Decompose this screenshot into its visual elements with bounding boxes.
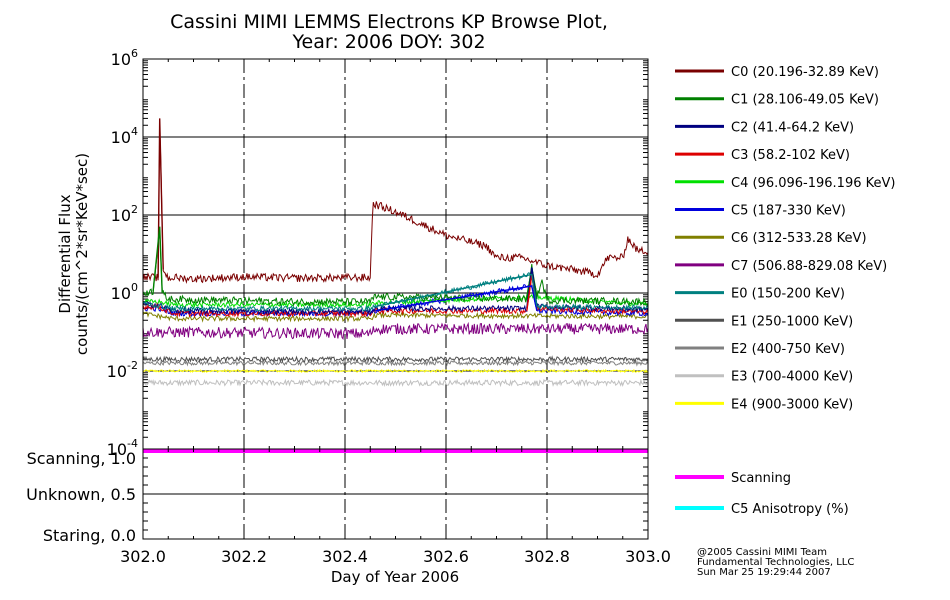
- legend-label: C4 (96.096-196.196 KeV): [731, 176, 895, 191]
- flux-y-tick-label: 100: [111, 281, 138, 303]
- legend-label: C5 (187-330 KeV): [731, 204, 846, 219]
- x-tick-label: 302.6: [423, 547, 469, 566]
- legend-label: C3 (58.2-102 KeV): [731, 148, 850, 163]
- chart-title-line2: Year: 2006 DOY: 302: [291, 31, 485, 53]
- series-line-e1: [142, 355, 649, 364]
- x-tick-label: 303.0: [625, 547, 671, 566]
- x-tick-label: 302.2: [221, 547, 267, 566]
- mode-y-tick-label: Scanning, 1.0: [27, 449, 136, 468]
- series-line-c7: [142, 321, 649, 340]
- y-tick-exponent: 2: [131, 203, 138, 216]
- x-tick-label: 302.8: [524, 547, 570, 566]
- legend-label: C5 Anisotropy (%): [731, 502, 849, 517]
- credit-line3: Sun Mar 25 19:29:44 2007: [697, 567, 831, 578]
- y-axis-label-line1: Differential Flux: [56, 194, 74, 313]
- series-spike-e0: [375, 273, 538, 308]
- legend-label: E3 (700-4000 KeV): [731, 370, 853, 385]
- y-tick-exponent: -2: [127, 359, 138, 372]
- flux-y-tick-label: 10-2: [107, 359, 138, 381]
- series-spike-c0: [157, 118, 164, 278]
- y-tick-base: 10: [111, 128, 131, 147]
- series-line-c1: [142, 231, 649, 307]
- legend-label: C1 (28.106-49.05 KeV): [731, 93, 879, 108]
- legend-label: E4 (900-3000 KeV): [731, 397, 853, 412]
- y-tick-base: 10: [107, 362, 127, 381]
- series-line-c6: [142, 311, 649, 323]
- mode-grid: [143, 449, 648, 539]
- legend-label: C2 (41.4-64.2 KeV): [731, 120, 854, 135]
- x-axis-label: Day of Year 2006: [331, 568, 459, 586]
- y-tick-exponent: -4: [127, 437, 138, 450]
- mode-y-tick-label: Staring, 0.0: [43, 526, 136, 545]
- mode-y-ticks: Scanning, 1.0 Unknown, 0.5 Staring, 0.0: [26, 449, 136, 545]
- legend-label: E2 (400-750 KeV): [731, 342, 845, 357]
- credit-line1: @2005 Cassini MIMI Team: [697, 547, 827, 558]
- series-spike-c1: [152, 226, 163, 294]
- y-tick-base: 10: [111, 284, 131, 303]
- series-line-e2: [143, 359, 649, 367]
- series-line-c0: [142, 139, 649, 285]
- legend-label: Scanning: [731, 471, 791, 486]
- x-tick-label: 302.4: [322, 547, 368, 566]
- legend-label: C7 (506.88-829.08 KeV): [731, 259, 887, 274]
- flux-series-lines: [142, 118, 649, 388]
- flux-y-tick-label: 102: [111, 203, 138, 225]
- legend: C0 (20.196-32.89 KeV) C1 (28.106-49.05 Ke…: [675, 65, 895, 517]
- series-spike-c5: [375, 285, 538, 312]
- y-tick-exponent: 0: [131, 281, 138, 294]
- flux-grid: [143, 59, 648, 449]
- y-tick-base: 10: [111, 206, 131, 225]
- series-line-e3: [142, 378, 649, 388]
- flux-y-tick-label: 104: [111, 125, 138, 147]
- flux-plot-frame: [142, 58, 649, 450]
- flux-y-tick-label: 10-4: [107, 437, 138, 459]
- mode-panel: Scanning, 1.0 Unknown, 0.5 Staring, 0.0: [26, 448, 649, 545]
- legend-label: E0 (150-200 KeV): [731, 287, 845, 302]
- series-line-e4: [142, 368, 649, 374]
- legend-label: C0 (20.196-32.89 KeV): [731, 65, 879, 80]
- flux-y-tick-label: 106: [111, 47, 138, 69]
- series-line-c2: [142, 268, 649, 316]
- series-line-e0: [142, 272, 649, 313]
- series-line-c5: [142, 283, 649, 318]
- y-tick-base: 10: [111, 50, 131, 69]
- y-tick-base: 10: [107, 440, 127, 459]
- y-tick-exponent: 4: [131, 125, 138, 138]
- series-line-c3: [142, 272, 649, 319]
- credit-line2: Fundamental Technologies, LLC: [697, 557, 854, 568]
- x-ticks: 302.0 302.2 302.4 302.6 302.8 303.0: [120, 59, 671, 566]
- legend-label: E1 (250-1000 KeV): [731, 314, 853, 329]
- x-tick-label: 302.0: [120, 547, 166, 566]
- chart-title-line1: Cassini MIMI LEMMS Electrons KP Browse P…: [170, 11, 608, 33]
- mode-y-tick-label: Unknown, 0.5: [26, 485, 136, 504]
- y-axis-label-line2: counts/(cm^2*sr*KeV*sec): [73, 153, 91, 355]
- y-tick-exponent: 6: [131, 47, 138, 60]
- legend-label: C6 (312-533.28 KeV): [731, 231, 867, 246]
